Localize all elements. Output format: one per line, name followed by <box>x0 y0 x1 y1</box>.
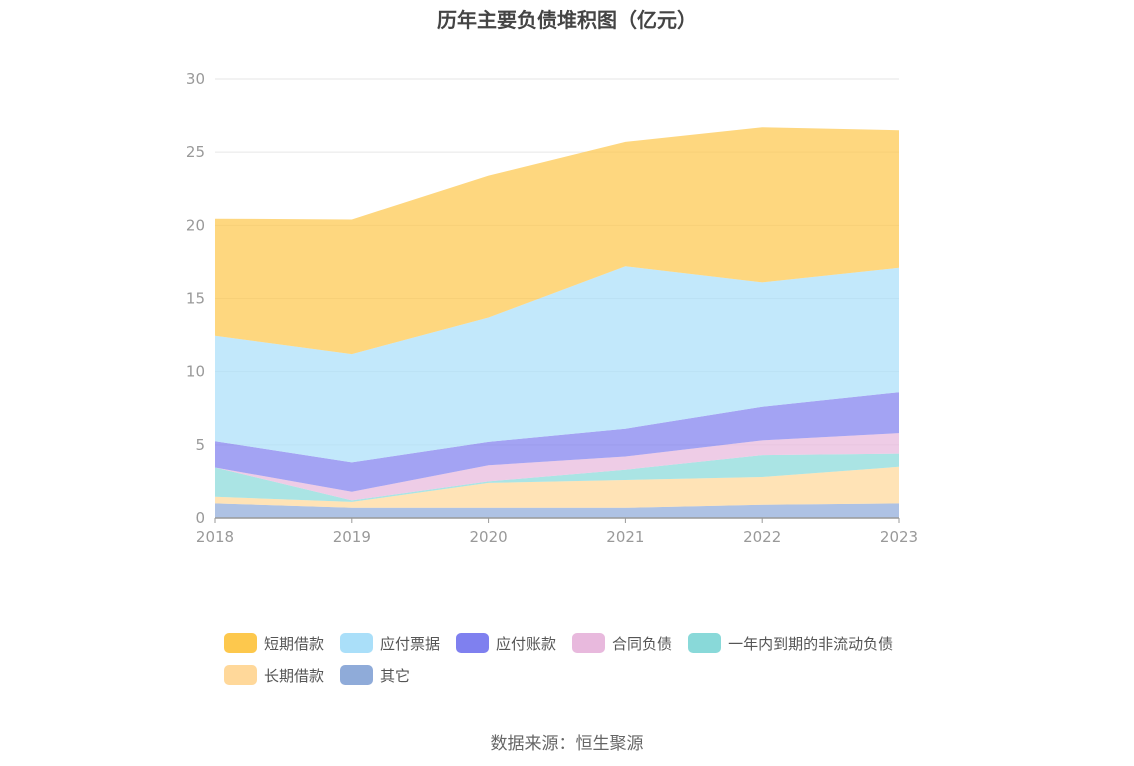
legend-item-current-portion-noncurrent[interactable]: 一年内到期的非流动负债 <box>688 633 893 654</box>
y-tick-label: 15 <box>186 290 205 308</box>
y-tick-label: 5 <box>195 436 205 454</box>
chart-legend: 短期借款 应付票据 应付账款 合同负债 一年内到期的非流动负债 长期借款 其它 <box>224 631 944 695</box>
legend-item-other[interactable]: 其它 <box>340 665 410 686</box>
area-series-6 <box>215 127 899 355</box>
legend-swatch <box>224 633 257 653</box>
area-series-2 <box>215 453 899 502</box>
area-series-4 <box>215 392 899 492</box>
x-tick-label: 2018 <box>196 528 234 546</box>
legend-label: 其它 <box>380 666 411 685</box>
axis-layer: 0 5 10 15 20 25 30 2018 2019 2020 2021 2022 2023 <box>186 70 918 546</box>
legend-swatch <box>688 633 722 653</box>
legend-label: 应付账款 <box>496 634 557 653</box>
legend-swatch <box>224 665 257 685</box>
y-tick-label: 0 <box>195 509 205 527</box>
legend-item-contract-liabilities[interactable]: 合同负债 <box>572 633 672 654</box>
chart-title: 历年主要负债堆积图（亿元） <box>437 8 697 32</box>
data-source-note: 数据来源：恒生聚源 <box>490 734 644 754</box>
legend-item-short-term-loans[interactable]: 短期借款 <box>224 633 324 654</box>
x-tick-label: 2019 <box>333 528 371 546</box>
legend-item-long-term-loans[interactable]: 长期借款 <box>224 665 324 686</box>
area-series-5 <box>215 266 899 463</box>
y-tick-label: 30 <box>186 70 205 88</box>
legend-item-accounts-payable[interactable]: 应付账款 <box>456 633 556 654</box>
legend-label: 一年内到期的非流动负债 <box>728 634 894 653</box>
y-tick-label: 10 <box>186 363 205 381</box>
legend-label: 长期借款 <box>264 666 325 685</box>
legend-row-1: 短期借款 应付票据 应付账款 合同负债 一年内到期的非流动负债 <box>224 631 944 655</box>
legend-label: 合同负债 <box>612 634 673 653</box>
x-tick-label: 2020 <box>470 528 508 546</box>
area-series-3 <box>215 433 899 501</box>
legend-row-2: 长期借款 其它 <box>224 663 944 687</box>
legend-swatch <box>572 633 606 653</box>
y-tick-label: 25 <box>186 143 205 161</box>
y-tick-label: 20 <box>186 216 205 234</box>
stacked-area-chart: 0 5 10 15 20 25 30 2018 2019 2020 2021 2022 2023 <box>186 70 918 546</box>
area-series-0 <box>215 503 899 518</box>
legend-label: 短期借款 <box>264 634 325 653</box>
area-layer <box>215 127 899 518</box>
x-tick-label: 2022 <box>743 528 781 546</box>
legend-item-notes-payable[interactable]: 应付票据 <box>340 633 440 654</box>
legend-swatch <box>340 633 374 653</box>
area-series-1 <box>215 466 899 508</box>
legend-swatch <box>340 665 374 685</box>
x-tick-label: 2021 <box>606 528 644 546</box>
legend-swatch <box>456 633 490 653</box>
x-tick-label: 2023 <box>880 528 918 546</box>
legend-label: 应付票据 <box>380 634 441 653</box>
